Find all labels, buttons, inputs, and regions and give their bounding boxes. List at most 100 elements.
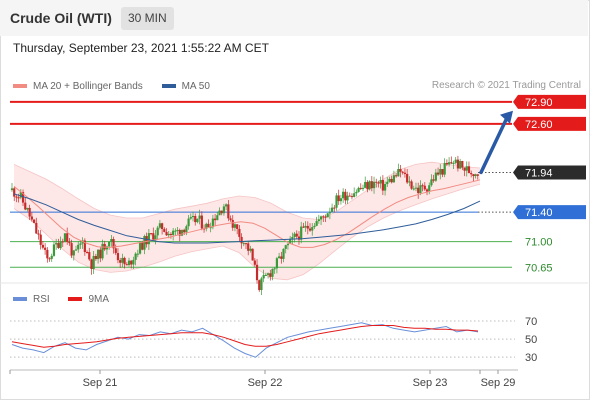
candle-body bbox=[154, 235, 157, 240]
candle-body bbox=[461, 160, 464, 168]
level-label-box bbox=[513, 94, 586, 109]
candle-body bbox=[333, 207, 336, 209]
candle-body bbox=[200, 215, 203, 229]
candle-body bbox=[147, 233, 150, 245]
candle-body bbox=[313, 225, 316, 228]
candle-body bbox=[163, 229, 166, 232]
candle-body bbox=[348, 195, 351, 197]
candle-body bbox=[52, 244, 56, 256]
candle-body bbox=[116, 253, 120, 261]
level-label-box bbox=[513, 165, 586, 180]
candle-body bbox=[439, 169, 442, 175]
candle-body bbox=[240, 236, 243, 244]
candle-body bbox=[134, 253, 137, 260]
candle-body bbox=[145, 236, 148, 245]
interval-button[interactable]: 30 MIN bbox=[121, 7, 174, 30]
candle-body bbox=[132, 259, 135, 265]
candle-body bbox=[108, 241, 111, 247]
candle-body bbox=[174, 230, 177, 232]
candle-body bbox=[262, 275, 265, 279]
candle-body bbox=[238, 228, 241, 237]
candle-body bbox=[342, 191, 345, 199]
candle-body bbox=[30, 216, 33, 220]
candle-body bbox=[24, 202, 27, 210]
candle-body bbox=[324, 216, 327, 218]
candle-body bbox=[291, 237, 294, 239]
candle-body bbox=[463, 167, 466, 171]
level-label-71.40: 71.40 bbox=[525, 207, 553, 219]
candle-body bbox=[39, 234, 42, 245]
candle-body bbox=[317, 219, 320, 222]
legend-label: MA 20 + Bollinger Bands bbox=[33, 80, 143, 92]
candle-body bbox=[474, 174, 477, 177]
candle-body bbox=[284, 245, 287, 249]
candle-body bbox=[50, 255, 53, 259]
bollinger-band bbox=[14, 162, 480, 280]
candle-body bbox=[13, 188, 16, 197]
candle-body bbox=[37, 233, 40, 235]
candle-body bbox=[260, 278, 263, 291]
candle-body bbox=[297, 236, 301, 240]
candle-body bbox=[436, 172, 440, 175]
ma20-line bbox=[13, 179, 481, 248]
candle-body bbox=[386, 181, 389, 185]
candle-body bbox=[388, 178, 391, 182]
candle-body bbox=[359, 187, 362, 189]
candle-body bbox=[266, 273, 270, 275]
candle-body bbox=[302, 226, 305, 228]
level-label-70.65: 70.65 bbox=[525, 262, 553, 274]
candle-body bbox=[15, 196, 18, 198]
candle-body bbox=[459, 160, 462, 169]
candle-body bbox=[216, 215, 219, 221]
candle-body bbox=[222, 206, 226, 214]
candle-body bbox=[249, 248, 252, 251]
candle-body bbox=[456, 159, 460, 169]
candle-body bbox=[311, 227, 314, 231]
candle-body bbox=[213, 218, 217, 221]
candle-body bbox=[247, 243, 250, 251]
candle-body bbox=[233, 224, 237, 228]
candle-body bbox=[198, 215, 201, 219]
candle-body bbox=[269, 273, 272, 277]
candle-body bbox=[315, 221, 318, 226]
candle-body bbox=[335, 195, 338, 208]
candle-body bbox=[304, 225, 307, 228]
candle-body bbox=[88, 252, 91, 260]
candle-body bbox=[258, 280, 261, 291]
candle-body bbox=[156, 227, 159, 236]
candle-body bbox=[55, 243, 58, 245]
candle-body bbox=[421, 185, 424, 187]
candle-body bbox=[66, 233, 69, 242]
candle-body bbox=[121, 257, 124, 263]
candle-body bbox=[57, 243, 60, 248]
candle-body bbox=[48, 258, 51, 260]
candle-body bbox=[242, 243, 245, 245]
candle-body bbox=[350, 196, 354, 198]
candle-body bbox=[74, 249, 78, 251]
candle-body bbox=[470, 173, 473, 175]
candle-body bbox=[337, 195, 340, 202]
candle-body bbox=[17, 197, 20, 199]
level-label-72.90: 72.90 bbox=[525, 97, 553, 109]
candle-body bbox=[79, 243, 82, 245]
instrument-title: Crude Oil (WTI) bbox=[10, 10, 112, 26]
candle-body bbox=[308, 228, 312, 231]
x-tick-label: Sep 21 bbox=[83, 377, 118, 389]
candle-body bbox=[207, 223, 210, 228]
candle-body bbox=[454, 159, 457, 163]
candle-body bbox=[96, 249, 100, 260]
candle-body bbox=[61, 241, 64, 243]
candle-body bbox=[370, 181, 373, 189]
legend-label: RSI bbox=[33, 293, 50, 305]
x-tick-label: Sep 22 bbox=[248, 377, 283, 389]
candle-body bbox=[472, 174, 475, 177]
candle-body bbox=[432, 179, 435, 181]
candle-body bbox=[180, 229, 184, 236]
main-legend: MA 20 + Bollinger Bands MA 50 bbox=[13, 80, 226, 92]
timestamp: Thursday, September 23, 2021 1:55:22 AM … bbox=[13, 41, 269, 55]
candle-body bbox=[41, 244, 45, 248]
candle-body bbox=[152, 233, 155, 240]
candle-body bbox=[447, 162, 451, 165]
candle-body bbox=[169, 233, 173, 235]
